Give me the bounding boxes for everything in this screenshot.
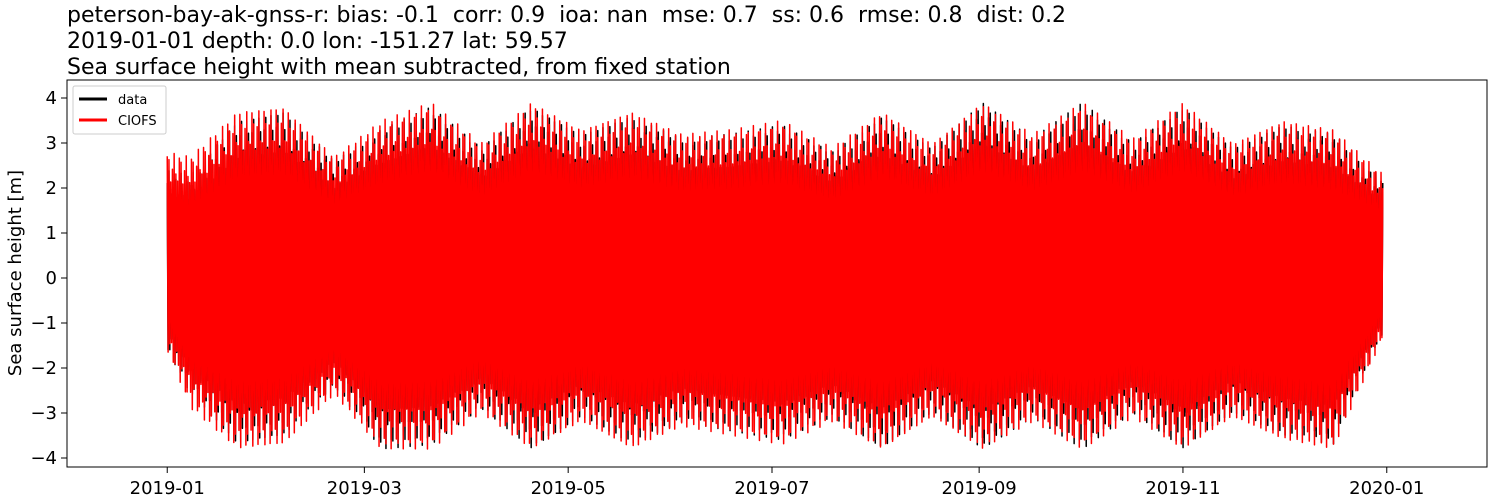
y-tick-label-4: 0 <box>46 268 57 289</box>
legend-label-data: data <box>118 93 147 108</box>
y-tick-label-1: −3 <box>30 403 57 424</box>
chart-title-line-1: peterson-bay-ak-gnss-r: bias: -0.1 corr:… <box>67 3 1067 28</box>
y-tick-label-8: 4 <box>46 88 57 109</box>
x-tick-label-3: 2019-07 <box>734 478 809 499</box>
chart-title-line-3: Sea surface height with mean subtracted,… <box>67 55 731 80</box>
x-tick-label-0: 2019-01 <box>130 478 205 499</box>
chart-title-line-2: 2019-01-01 depth: 0.0 lon: -151.27 lat: … <box>67 29 568 54</box>
y-tick-label-7: 3 <box>46 133 57 154</box>
x-axis: 2019-01 2019-03 2019-05 2019-07 2019-09 2019-… <box>130 467 1424 499</box>
axes-frame <box>66 79 1488 468</box>
x-tick-label-6: 2020-01 <box>1349 478 1424 499</box>
y-tick-label-3: −1 <box>30 313 57 334</box>
series-line-ciofs <box>166 102 1384 450</box>
legend-label-ciofs: CIOFS <box>118 114 157 129</box>
y-tick-label-2: −2 <box>30 358 57 379</box>
y-tick-label-6: 2 <box>46 178 57 199</box>
x-tick-label-4: 2019-09 <box>942 478 1017 499</box>
x-tick-label-5: 2019-11 <box>1145 478 1220 499</box>
y-tick-label-5: 1 <box>46 223 57 244</box>
x-tick-label-2: 2019-05 <box>531 478 606 499</box>
plot-area <box>166 102 1384 450</box>
y-axis-label: Sea surface height [m] <box>5 170 26 376</box>
legend: data CIOFS <box>72 85 167 135</box>
y-axis: −4 −3 −2 −1 0 1 2 3 4 <box>30 88 67 469</box>
y-tick-label-0: −4 <box>30 448 57 469</box>
x-tick-label-1: 2019-03 <box>327 478 402 499</box>
